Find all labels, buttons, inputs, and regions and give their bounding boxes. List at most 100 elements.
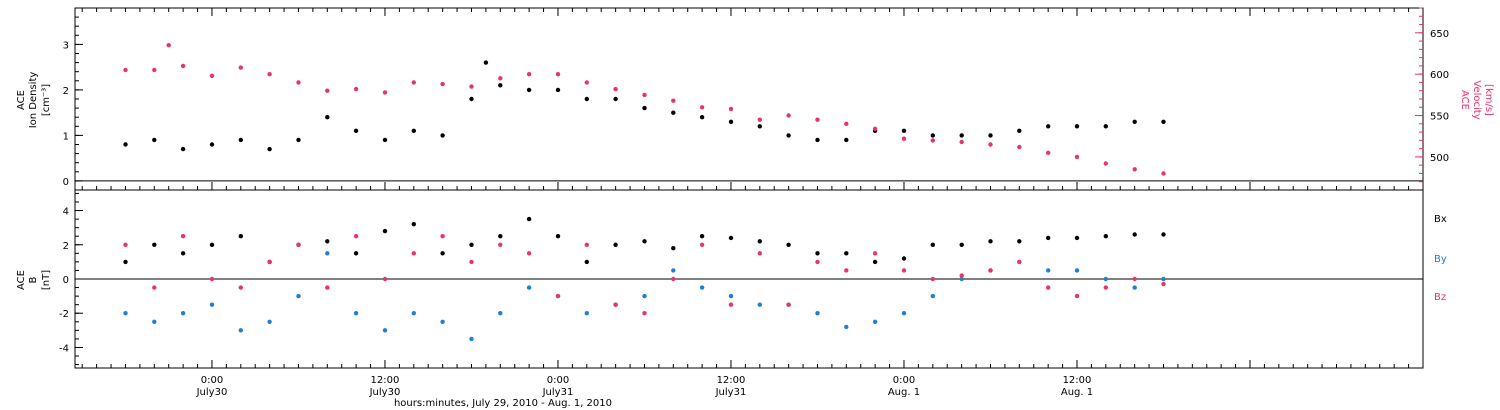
x-tick-time-label: 12:00 [1063, 375, 1092, 386]
velocity-point [152, 67, 157, 73]
velocity-point [123, 67, 128, 73]
velocity-point [555, 72, 561, 77]
velocity-point [1046, 150, 1051, 155]
density-point [584, 96, 589, 102]
bz-point [296, 242, 301, 247]
density-point [757, 124, 762, 129]
by-point [382, 328, 388, 333]
bz-point [757, 251, 762, 256]
velocity-axis-title-line2: Velocity [1471, 80, 1482, 119]
b-tick-label: -2 [59, 309, 69, 320]
bx-point [555, 234, 561, 239]
bx-point [815, 251, 820, 256]
b-tick-label: 4 [63, 207, 69, 218]
density-point [959, 133, 964, 138]
velocity-point [498, 76, 503, 81]
bx-point [238, 234, 243, 239]
density-point [123, 142, 128, 147]
b-tick-label: 0 [63, 275, 69, 286]
by-point [325, 251, 330, 256]
density-point [1046, 124, 1051, 129]
density-point [411, 128, 416, 133]
velocity-point [296, 80, 301, 85]
bz-point [959, 273, 964, 278]
density-point [642, 105, 647, 111]
velocity-point [959, 139, 964, 145]
density-tick-label: 1 [63, 131, 69, 142]
bz-point [267, 259, 272, 265]
density-point [238, 137, 243, 143]
velocity-axis-title-line1: ACE [1459, 90, 1470, 110]
bz-point [872, 251, 878, 256]
by-point [815, 311, 820, 316]
velocity-point [209, 73, 215, 79]
density-point [152, 137, 157, 143]
bz-point [1046, 285, 1051, 290]
density-point [1103, 124, 1109, 129]
bz-point [728, 302, 734, 307]
bx-point [786, 242, 791, 247]
by-point [699, 285, 705, 290]
density-point [440, 133, 445, 138]
density-point [1132, 119, 1137, 125]
density-point [786, 133, 791, 138]
velocity-point [411, 80, 416, 85]
bz-point [440, 234, 445, 239]
by-point [1074, 268, 1080, 273]
velocity-point [325, 88, 330, 93]
by-point [1161, 276, 1166, 282]
velocity-point [786, 113, 791, 118]
bx-series [123, 216, 1166, 265]
bx-point [642, 239, 647, 244]
by-point [584, 311, 589, 316]
velocity-point [844, 121, 849, 127]
density-point [1161, 119, 1166, 125]
velocity-point [671, 98, 676, 103]
velocity-point [930, 138, 935, 143]
by-point [1046, 268, 1051, 273]
bx-point [699, 234, 705, 239]
density-point [613, 96, 618, 102]
bx-point [988, 239, 993, 244]
bx-point [584, 259, 589, 265]
bz-point [786, 302, 791, 307]
bx-point [1103, 234, 1109, 239]
bz-point [469, 259, 474, 265]
bz-series [123, 234, 1166, 316]
bz-point [671, 276, 676, 282]
density-point [728, 119, 734, 125]
velocity-point [872, 126, 878, 131]
by-point [671, 268, 676, 273]
by-point [1103, 276, 1109, 282]
bx-point [180, 251, 186, 256]
velocity-point [1132, 167, 1137, 172]
velocity-point [757, 117, 762, 122]
bz-point [498, 242, 503, 247]
b-axis-title-line3: [nT] [41, 270, 52, 290]
by-point [844, 324, 849, 330]
velocity-point [267, 72, 272, 77]
by-point [901, 311, 907, 316]
bx-point [382, 228, 388, 234]
x-tick-time-label: 0:00 [201, 375, 223, 386]
density-series [123, 60, 1166, 152]
by-point [930, 293, 935, 299]
bx-point [844, 251, 849, 256]
by-point [440, 319, 445, 324]
velocity-point [526, 72, 532, 77]
bx-point [152, 242, 157, 247]
bx-point [440, 251, 445, 256]
legend-bx: Bx [1434, 214, 1447, 225]
bz-point [988, 268, 993, 273]
velocity-point [353, 86, 359, 92]
b-tick-label: 2 [63, 241, 69, 252]
bx-point [872, 259, 878, 265]
velocity-point [988, 142, 993, 147]
velocity-point [699, 105, 705, 110]
density-point [209, 142, 215, 147]
x-tick-time-label: 0:00 [547, 375, 569, 386]
x-tick-date-label: July31 [542, 387, 574, 398]
bz-point [642, 311, 647, 316]
b-axis-title-line2: B [28, 276, 39, 283]
